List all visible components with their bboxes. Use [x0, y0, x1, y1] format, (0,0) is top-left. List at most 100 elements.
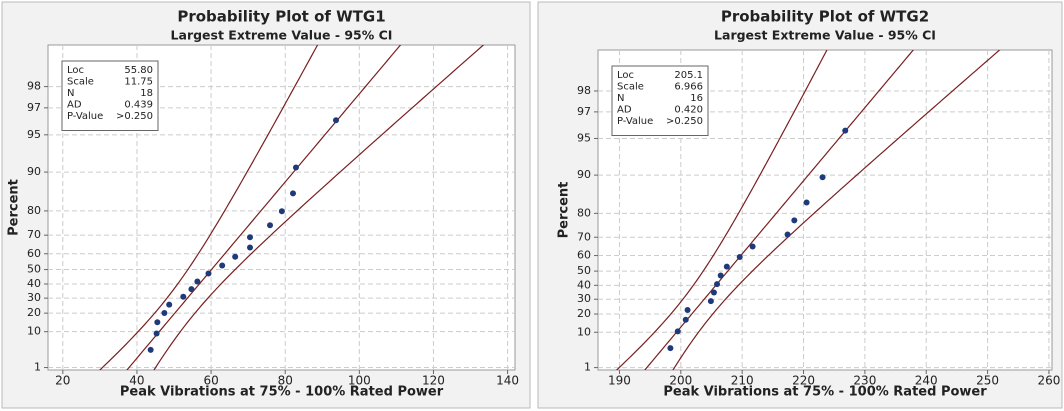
ci-line	[672, 50, 1001, 370]
stat-value: 18	[140, 88, 153, 99]
data-point	[714, 281, 721, 288]
data-point	[154, 319, 161, 326]
data-point	[153, 330, 160, 337]
y-tick-label: 80	[577, 206, 591, 219]
stat-name: N	[67, 88, 74, 99]
y-tick-label: 50	[27, 263, 41, 276]
y-tick-label: 10	[577, 325, 591, 338]
y-tick-label: 97	[27, 101, 41, 114]
stat-name: Loc	[67, 65, 84, 76]
y-tick-label: 80	[27, 204, 41, 217]
y-tick-label: 20	[27, 306, 41, 319]
data-point	[232, 253, 239, 260]
chart-subtitle: Largest Extreme Value - 95% CI	[171, 28, 393, 43]
y-axis-label: Percent	[557, 182, 572, 239]
y-tick-label: 20	[577, 307, 591, 320]
data-point	[682, 316, 689, 323]
data-point	[684, 307, 691, 314]
x-tick-label: 80	[278, 374, 293, 388]
y-tick-label: 50	[577, 264, 591, 277]
stat-value: >0.250	[116, 111, 153, 122]
y-tick-label: 90	[577, 168, 591, 181]
x-tick-label: 230	[853, 374, 876, 388]
data-point	[289, 190, 296, 197]
stat-value: >0.250	[666, 116, 703, 127]
data-point	[267, 222, 274, 229]
stat-value: 16	[690, 93, 703, 104]
x-tick-label: 220	[792, 374, 815, 388]
stats-box	[61, 60, 159, 131]
stat-name: P-Value	[67, 111, 103, 122]
data-point	[246, 234, 253, 241]
stat-value: 6.966	[674, 82, 703, 93]
data-point	[219, 262, 226, 269]
y-tick-label: 40	[27, 277, 41, 290]
x-tick-label: 60	[203, 374, 218, 388]
y-tick-label: 60	[577, 249, 591, 262]
data-point	[723, 263, 730, 270]
y-tick-label: 1	[34, 361, 41, 374]
y-tick-label: 60	[27, 247, 41, 260]
chart-title: Probability Plot of WTG1	[177, 8, 385, 26]
data-point	[194, 278, 201, 285]
data-point	[147, 346, 154, 353]
stat-value: 205.1	[674, 70, 703, 81]
x-axis-label: Peak Vibrations at 75% - 100% Rated Powe…	[120, 385, 444, 400]
data-point	[667, 345, 674, 352]
y-tick-label: 95	[27, 128, 41, 141]
data-point	[819, 174, 826, 181]
x-tick-label: 120	[422, 374, 445, 388]
data-point	[842, 127, 849, 134]
y-axis-label: Percent	[7, 179, 22, 236]
x-tick-label: 260	[1037, 374, 1060, 388]
stat-name: P-Value	[617, 116, 653, 127]
stat-name: AD	[617, 105, 632, 116]
y-tick-label: 95	[577, 131, 591, 144]
stat-name: Scale	[617, 82, 644, 93]
y-tick-label: 70	[577, 230, 591, 243]
x-tick-label: 140	[496, 374, 519, 388]
y-tick-label: 70	[27, 228, 41, 241]
ci-line	[153, 45, 485, 370]
stat-value: 0.439	[124, 100, 153, 111]
ci-line	[99, 45, 319, 370]
y-tick-label: 1	[584, 361, 591, 374]
data-point	[188, 286, 195, 293]
stat-value: 0.420	[674, 105, 703, 116]
stats-box	[611, 65, 709, 136]
data-point	[749, 243, 756, 250]
data-point	[161, 309, 168, 316]
data-point	[791, 217, 798, 224]
stat-value: 11.75	[124, 77, 153, 88]
fit-group	[615, 50, 1001, 370]
x-tick-label: 100	[348, 374, 371, 388]
x-axis-label: Peak Vibrations at 75% - 100% Rated Powe…	[663, 385, 987, 400]
y-tick-label: 98	[27, 80, 41, 93]
y-tick-label: 97	[577, 105, 591, 118]
data-point	[803, 199, 810, 206]
x-tick-label: 240	[915, 374, 938, 388]
data-point	[166, 301, 173, 308]
stat-name: AD	[67, 100, 82, 111]
data-point	[674, 328, 681, 335]
data-point	[736, 254, 743, 261]
data-point	[246, 244, 253, 251]
x-tick-label: 200	[669, 374, 692, 388]
y-tick-label: 30	[27, 291, 41, 304]
data-point	[278, 208, 285, 215]
stat-name: N	[617, 93, 624, 104]
y-tick-label: 40	[577, 278, 591, 291]
x-tick-label: 250	[976, 374, 999, 388]
data-point	[707, 298, 714, 305]
x-tick-label: 20	[55, 374, 70, 388]
data-point	[710, 289, 717, 296]
y-tick-label: 10	[27, 325, 41, 338]
y-tick-label: 98	[577, 84, 591, 97]
fit-line	[644, 50, 915, 370]
chart-title: Probability Plot of WTG2	[721, 8, 929, 26]
stat-value: 55.80	[124, 65, 153, 76]
data-point	[180, 293, 187, 300]
y-tick-label: 30	[577, 292, 591, 305]
data-point	[205, 270, 212, 277]
